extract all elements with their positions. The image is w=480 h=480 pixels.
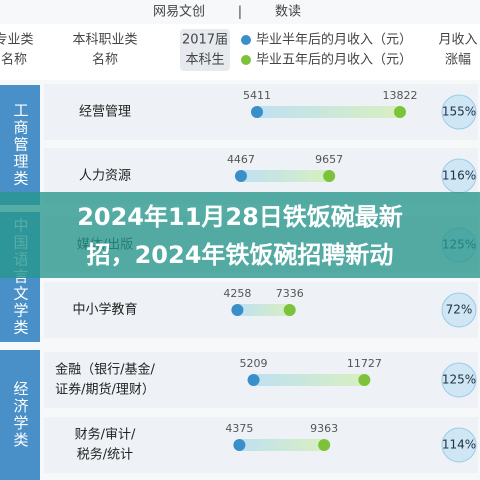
five-year-dot <box>318 439 331 451</box>
occupation: 证券/期货/理财） <box>55 382 155 398</box>
growth: 155% <box>442 105 476 119</box>
group-box <box>0 85 40 205</box>
half-year-dot <box>234 170 247 182</box>
occupation-header: 本科职业类 <box>72 33 137 48</box>
occupation: 财务/审计/ <box>75 427 136 443</box>
half-year-value: 4258 <box>223 287 251 300</box>
range-bar <box>256 106 400 118</box>
growth-circle <box>441 292 477 328</box>
range-bar <box>240 170 330 182</box>
occupation: 中小学教育 <box>72 302 137 318</box>
five-year-dot <box>283 304 296 316</box>
half-year-dot <box>231 304 244 316</box>
cohort-header: 2017届 <box>182 33 228 48</box>
legend-label: 毕业五年后的月收入（元） <box>256 52 412 68</box>
cohort-header: 本科生 <box>185 53 224 68</box>
overlay-band <box>0 192 480 278</box>
growth: 114% <box>442 438 476 452</box>
range-bar <box>239 439 325 451</box>
five-year-dot <box>393 106 406 118</box>
group-box <box>0 350 40 480</box>
overlay-title: 2024年11月28日铁饭碗最新 <box>77 203 403 231</box>
five-year-value: 11727 <box>347 357 382 370</box>
growth: 125% <box>442 373 476 387</box>
header-band <box>0 24 480 80</box>
cohort-box <box>180 29 230 71</box>
major-class-header: 专业类 <box>0 33 34 48</box>
half-year-value: 4375 <box>225 422 253 435</box>
legend-dot <box>241 55 251 65</box>
legend-dot <box>241 35 251 45</box>
occupation: 税务/统计 <box>77 447 133 463</box>
five-year-value: 9363 <box>310 422 338 435</box>
half-year-dot <box>250 106 263 118</box>
five-year-value: 9657 <box>315 153 343 166</box>
brand: 网易文创 <box>153 5 205 20</box>
legend-label: 毕业半年后的月收入（元） <box>256 32 412 48</box>
separator: | <box>238 5 242 20</box>
five-year-dot <box>323 170 336 182</box>
five-year-value: 13822 <box>382 89 417 102</box>
growth-header: 涨幅 <box>445 53 471 68</box>
growth-circle <box>441 94 477 130</box>
group-name: 经济学类 <box>12 381 30 449</box>
growth: 72% <box>446 303 473 317</box>
occupation-header: 名称 <box>92 52 118 68</box>
occupation: 人力资源 <box>79 169 131 184</box>
group-name: 工商管理类 <box>12 103 30 188</box>
half-year-dot <box>247 374 260 386</box>
overlay-title: 招，2024年铁饭碗招聘新动 <box>87 241 394 269</box>
range-bar <box>237 304 290 316</box>
five-year-dot <box>358 374 371 386</box>
half-year-value: 5411 <box>243 89 271 102</box>
half-year-value: 4467 <box>227 153 255 166</box>
five-year-value: 7336 <box>276 287 304 300</box>
range-bar <box>253 374 365 386</box>
growth-header: 月收入 <box>438 33 477 48</box>
major-class-header: 名称 <box>1 52 27 68</box>
column-name: 数读 <box>275 5 301 20</box>
growth-circle <box>441 362 477 398</box>
occupation: 经营管理 <box>79 105 131 120</box>
half-year-dot <box>233 439 246 451</box>
occupation: 金融（银行/基金/ <box>55 362 155 378</box>
half-year-value: 5209 <box>240 357 268 370</box>
growth: 116% <box>442 169 476 183</box>
growth-circle <box>441 427 477 463</box>
